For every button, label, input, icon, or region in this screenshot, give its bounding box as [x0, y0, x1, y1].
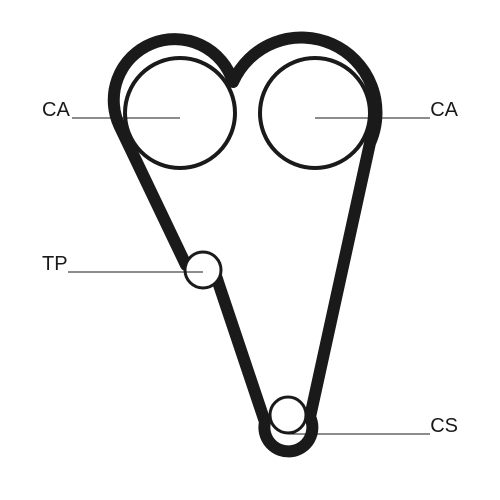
label-ca-right: CA — [430, 99, 458, 121]
pulley-ca-left — [125, 58, 235, 168]
belt-diagram: CA CA TP CS — [0, 0, 500, 500]
label-cs: CS — [430, 415, 458, 437]
pulley-ca-right — [260, 58, 370, 168]
label-ca-left: CA — [42, 99, 70, 121]
pulley-cs — [270, 397, 306, 433]
pulley-tp — [185, 252, 221, 288]
label-tp: TP — [42, 253, 68, 275]
